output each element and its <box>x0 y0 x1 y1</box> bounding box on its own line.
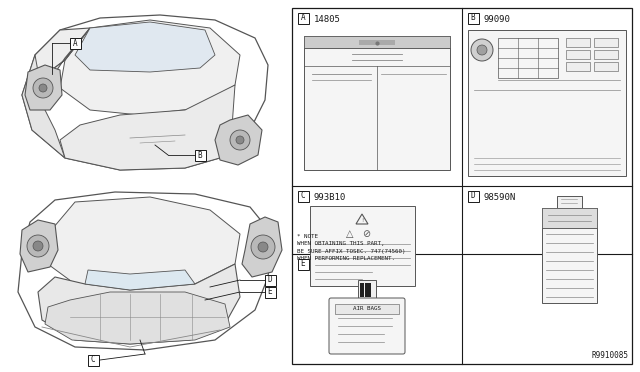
FancyBboxPatch shape <box>467 190 479 202</box>
Text: 98590N: 98590N <box>484 192 516 202</box>
Bar <box>498 38 558 78</box>
Polygon shape <box>28 28 90 110</box>
Bar <box>566 38 590 47</box>
Circle shape <box>251 235 275 259</box>
Polygon shape <box>60 85 235 170</box>
Polygon shape <box>45 292 230 344</box>
Polygon shape <box>85 270 195 290</box>
FancyBboxPatch shape <box>298 190 308 202</box>
Text: 98590NA: 98590NA <box>314 260 351 269</box>
Text: 99090: 99090 <box>484 15 511 23</box>
Text: R9910085: R9910085 <box>591 351 628 360</box>
Bar <box>292 8 632 364</box>
Polygon shape <box>32 28 90 80</box>
Bar <box>304 36 450 170</box>
Text: C: C <box>301 192 305 201</box>
Circle shape <box>27 235 49 257</box>
Circle shape <box>33 78 53 98</box>
Polygon shape <box>215 115 262 165</box>
Polygon shape <box>20 220 58 272</box>
Text: AIR BAGS: AIR BAGS <box>353 307 381 311</box>
Circle shape <box>236 136 244 144</box>
Text: E: E <box>268 288 272 296</box>
Polygon shape <box>45 197 240 290</box>
Circle shape <box>230 130 250 150</box>
Bar <box>360 283 362 297</box>
Bar <box>566 50 590 59</box>
Text: B: B <box>198 151 202 160</box>
Text: ⊘: ⊘ <box>362 229 370 239</box>
Bar <box>557 196 582 210</box>
Bar <box>594 38 618 47</box>
Bar <box>367 283 369 297</box>
FancyBboxPatch shape <box>88 355 99 366</box>
Text: B: B <box>470 13 476 22</box>
Polygon shape <box>38 264 240 344</box>
Bar <box>310 206 415 286</box>
Circle shape <box>258 242 268 252</box>
Bar <box>335 304 399 314</box>
Text: 993B10: 993B10 <box>314 192 346 202</box>
Bar <box>358 280 376 300</box>
Bar <box>566 62 590 71</box>
Polygon shape <box>22 55 65 158</box>
Text: D: D <box>268 276 272 285</box>
Bar <box>594 62 618 71</box>
Polygon shape <box>25 65 62 110</box>
FancyBboxPatch shape <box>70 38 81 48</box>
Text: A: A <box>301 13 305 22</box>
Text: D: D <box>470 192 476 201</box>
Text: A: A <box>73 38 77 48</box>
Polygon shape <box>60 20 240 115</box>
Polygon shape <box>75 22 215 72</box>
FancyBboxPatch shape <box>298 13 308 23</box>
Text: △: △ <box>346 229 354 239</box>
Text: E: E <box>301 260 305 269</box>
Circle shape <box>471 39 493 61</box>
Text: C: C <box>91 356 95 365</box>
Text: 14805: 14805 <box>314 15 341 23</box>
Bar <box>359 40 395 45</box>
Circle shape <box>33 241 43 251</box>
FancyBboxPatch shape <box>264 286 275 298</box>
FancyBboxPatch shape <box>298 259 308 269</box>
Polygon shape <box>242 217 282 277</box>
Bar <box>365 283 367 297</box>
FancyBboxPatch shape <box>195 150 205 160</box>
Text: * NOTE
WHEN OBTAINING THIS PART,
BE SURE AFFIX TOSEC. 747(74560)
WHEN PERFORMING: * NOTE WHEN OBTAINING THIS PART, BE SURE… <box>297 234 406 261</box>
Bar <box>362 283 364 297</box>
FancyBboxPatch shape <box>329 298 405 354</box>
Bar <box>594 50 618 59</box>
Text: !: ! <box>361 218 363 224</box>
Bar <box>542 208 597 303</box>
Bar <box>304 36 450 48</box>
Circle shape <box>477 45 487 55</box>
Circle shape <box>39 84 47 92</box>
Bar <box>468 30 626 176</box>
FancyBboxPatch shape <box>264 275 275 285</box>
FancyBboxPatch shape <box>467 13 479 23</box>
Bar <box>542 208 597 228</box>
Bar <box>369 283 371 297</box>
